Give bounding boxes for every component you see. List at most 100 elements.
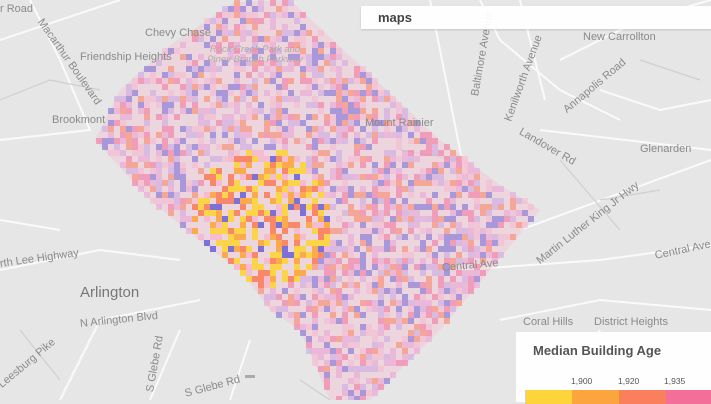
grid-cell: [198, 180, 204, 186]
grid-cell: [252, 114, 258, 120]
grid-cell: [420, 294, 426, 300]
grid-cell: [180, 198, 186, 204]
grid-cell: [300, 234, 306, 240]
grid-cell: [108, 108, 114, 114]
grid-cell: [456, 222, 462, 228]
grid-cell: [270, 48, 276, 54]
grid-cell: [288, 312, 294, 318]
grid-cell: [414, 294, 420, 300]
grid-cell: [162, 114, 168, 120]
grid-cell: [408, 258, 414, 264]
grid-cell: [252, 186, 258, 192]
grid-cell: [114, 138, 120, 144]
grid-cell: [114, 120, 120, 126]
grid-cell: [162, 48, 168, 54]
grid-cell: [180, 150, 186, 156]
grid-cell: [276, 102, 282, 108]
grid-cell: [330, 282, 336, 288]
grid-cell: [300, 324, 306, 330]
grid-cell: [390, 216, 396, 222]
grid-cell: [240, 60, 246, 66]
grid-cell: [258, 276, 264, 282]
grid-cell: [108, 150, 114, 156]
grid-cell: [294, 312, 300, 318]
grid-cell: [276, 162, 282, 168]
grid-cell: [474, 252, 480, 258]
grid-cell: [324, 294, 330, 300]
grid-cell: [276, 48, 282, 54]
grid-cell: [186, 228, 192, 234]
grid-cell: [234, 228, 240, 234]
grid-cell: [306, 126, 312, 132]
grid-cell: [216, 120, 222, 126]
grid-cell: [492, 186, 498, 192]
grid-cell: [462, 276, 468, 282]
grid-cell: [378, 96, 384, 102]
grid-cell: [318, 192, 324, 198]
grid-cell: [180, 108, 186, 114]
grid-cell: [474, 198, 480, 204]
grid-cell: [144, 102, 150, 108]
grid-cell: [360, 72, 366, 78]
grid-cell: [294, 318, 300, 324]
search-bar[interactable]: [361, 6, 711, 29]
grid-cell: [216, 216, 222, 222]
grid-cell: [252, 276, 258, 282]
grid-cell: [216, 144, 222, 150]
grid-cell: [144, 162, 150, 168]
grid-cell: [342, 138, 348, 144]
grid-cell: [222, 18, 228, 24]
grid-cell: [432, 192, 438, 198]
grid-cell: [456, 174, 462, 180]
grid-cell: [444, 180, 450, 186]
grid-cell: [192, 156, 198, 162]
grid-cell: [474, 192, 480, 198]
grid-cell: [234, 150, 240, 156]
grid-cell: [150, 174, 156, 180]
grid-cell: [336, 366, 342, 372]
grid-cell: [186, 186, 192, 192]
grid-cell: [402, 126, 408, 132]
grid-cell: [156, 156, 162, 162]
grid-cell: [126, 108, 132, 114]
grid-cell: [270, 252, 276, 258]
grid-cell: [510, 216, 516, 222]
grid-cell: [528, 216, 534, 222]
grid-cell: [408, 132, 414, 138]
grid-cell: [318, 252, 324, 258]
grid-cell: [372, 354, 378, 360]
legend-swatch: [525, 390, 572, 404]
grid-cell: [420, 180, 426, 186]
grid-cell: [372, 390, 378, 396]
grid-cell: [264, 300, 270, 306]
grid-cell: [138, 174, 144, 180]
grid-cell: [360, 228, 366, 234]
grid-cell: [360, 66, 366, 72]
grid-cell: [252, 18, 258, 24]
grid-cell: [156, 96, 162, 102]
grid-cell: [444, 204, 450, 210]
grid-cell: [444, 162, 450, 168]
grid-cell: [354, 288, 360, 294]
grid-cell: [270, 0, 276, 6]
search-input[interactable]: [361, 6, 678, 25]
grid-cell: [408, 342, 414, 348]
grid-cell: [102, 126, 108, 132]
grid-cell: [492, 234, 498, 240]
grid-cell: [318, 306, 324, 312]
grid-cell: [174, 48, 180, 54]
grid-cell: [396, 180, 402, 186]
grid-cell: [156, 102, 162, 108]
grid-cell: [222, 186, 228, 192]
grid-cell: [234, 102, 240, 108]
grid-cell: [366, 78, 372, 84]
grid-cell: [282, 36, 288, 42]
grid-cell: [414, 210, 420, 216]
grid-cell: [384, 114, 390, 120]
grid-cell: [294, 138, 300, 144]
grid-cell: [258, 102, 264, 108]
grid-cell: [270, 18, 276, 24]
grid-cell: [498, 204, 504, 210]
grid-cell: [306, 162, 312, 168]
